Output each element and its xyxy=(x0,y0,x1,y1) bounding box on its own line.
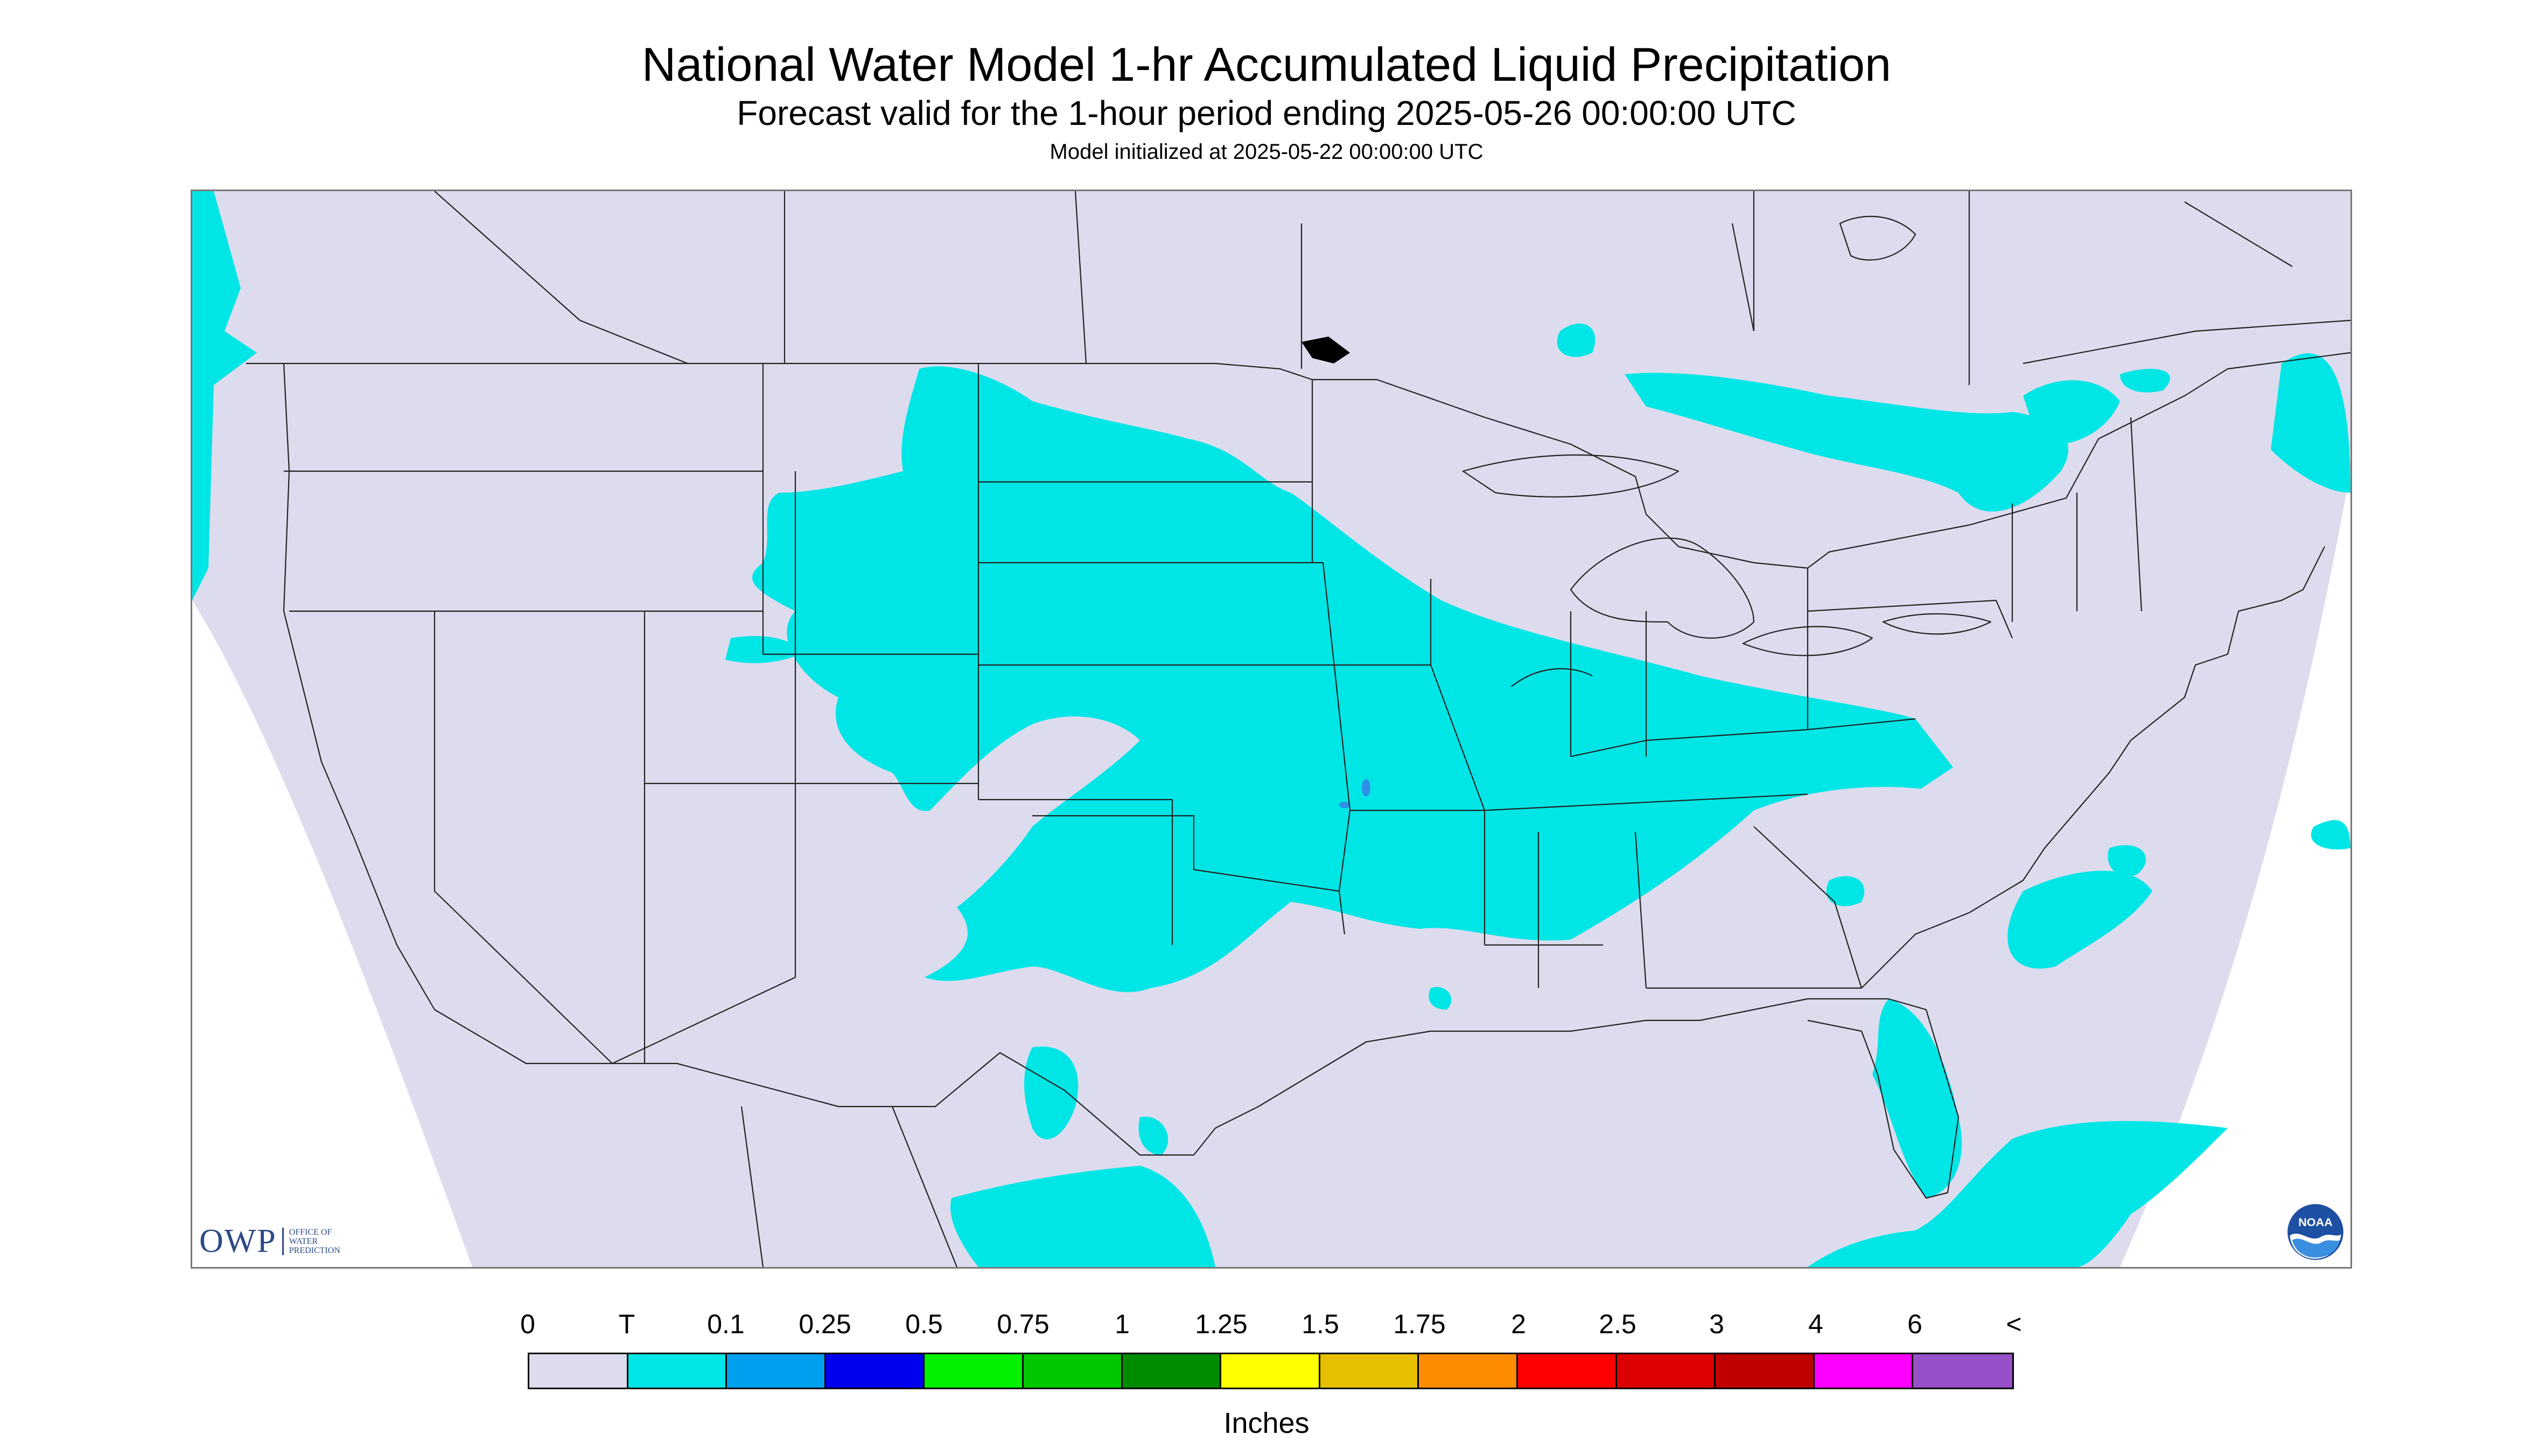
legend-swatch xyxy=(1320,1354,1419,1388)
legend-swatch xyxy=(1913,1354,2012,1388)
precip-central-plains xyxy=(752,366,1953,992)
precip-atlantic-far-east xyxy=(2311,820,2350,850)
precip-mexico-gulf xyxy=(1138,1116,1168,1155)
legend-swatch xyxy=(1023,1354,1123,1388)
legend-tick-label: 1.5 xyxy=(1302,1309,1339,1339)
noaa-logo-text: NOAA xyxy=(2298,1215,2333,1229)
precip-lake-superior xyxy=(1557,323,1596,357)
legend-tick-label: 2 xyxy=(1511,1309,1526,1339)
forecast-valid-subtitle: Forecast valid for the 1-hour period end… xyxy=(737,94,1796,132)
lake-of-the-woods xyxy=(1302,337,1350,363)
legend-swatch xyxy=(529,1354,628,1388)
legend-tick-label: 6 xyxy=(1907,1309,1922,1339)
legend-swatch xyxy=(628,1354,727,1388)
precip-louisiana xyxy=(1429,987,1452,1010)
owp-logo-subtext: OFFICE OF WATER PREDICTION xyxy=(282,1227,340,1255)
legend-tick-label: 1.25 xyxy=(1195,1309,1248,1339)
legend-color-bar xyxy=(528,1353,2014,1389)
heavier-precip-spots xyxy=(1339,779,1370,808)
legend-tick-label: 0.1 xyxy=(707,1309,745,1339)
precip-florida xyxy=(1872,999,1962,1198)
noaa-logo: NOAA xyxy=(2287,1204,2343,1260)
legend-tick-label: 1 xyxy=(1115,1309,1130,1339)
legend-swatch xyxy=(1419,1354,1518,1388)
precip-atlantic-gulf-stream xyxy=(2007,871,2152,969)
legend-swatch xyxy=(1221,1354,1320,1388)
legend-tick-label: 0.5 xyxy=(905,1309,943,1339)
legend-swatch xyxy=(825,1354,925,1388)
precip-quebec xyxy=(2120,369,2170,393)
legend-swatch xyxy=(1617,1354,1716,1388)
precipitation-map xyxy=(191,190,2352,1269)
model-init-text: Model initialized at 2025-05-22 00:00:00… xyxy=(1049,140,1484,164)
legend-swatch xyxy=(727,1354,826,1388)
precip-atlantic-east xyxy=(2108,845,2146,876)
owp-logo: OWP OFFICE OF WATER PREDICTION xyxy=(199,1222,340,1260)
precip-new-england xyxy=(2271,353,2350,493)
legend-tick-label: T xyxy=(618,1309,635,1339)
precip-carolina xyxy=(1826,876,1865,906)
precip-ontario-east xyxy=(2023,380,2120,445)
precip-west-coast xyxy=(192,191,257,600)
precip-legend: 0 T 0.1 0.25 0.5 0.75 1 1.25 1.5 1.75 2 2.5 3 4 6 < xyxy=(520,1292,2022,1411)
legend-swatch xyxy=(1122,1354,1222,1388)
legend-tick-label: 4 xyxy=(1808,1309,1823,1339)
map-title: National Water Model 1-hr Accumulated Li… xyxy=(641,38,1892,91)
legend-swatch xyxy=(925,1354,1024,1388)
legend-tick-label: 2.5 xyxy=(1599,1309,1636,1339)
legend-swatch xyxy=(1716,1354,1815,1388)
legend-tick-label: < xyxy=(2006,1309,2022,1339)
legend-tick-label: 3 xyxy=(1709,1309,1724,1339)
legend-tick-label: 0 xyxy=(520,1309,535,1339)
legend-tick-label: 0.25 xyxy=(799,1309,851,1339)
legend-tick-label: 0.75 xyxy=(997,1309,1049,1339)
trace-precip-areas xyxy=(192,191,2350,1267)
precip-mexico-south xyxy=(950,1166,1215,1267)
legend-swatch xyxy=(1517,1354,1617,1388)
precip-mexico-central xyxy=(1024,1046,1079,1139)
legend-swatch xyxy=(1814,1354,1914,1388)
legend-units-label: Inches xyxy=(1223,1407,1310,1439)
political-boundaries xyxy=(246,191,2350,1267)
precip-caribbean xyxy=(1808,1121,2228,1267)
precip-great-lakes-canada xyxy=(1625,373,2069,512)
owp-logo-text: OWP xyxy=(199,1222,277,1259)
legend-tick-label: 1.75 xyxy=(1393,1309,1446,1339)
